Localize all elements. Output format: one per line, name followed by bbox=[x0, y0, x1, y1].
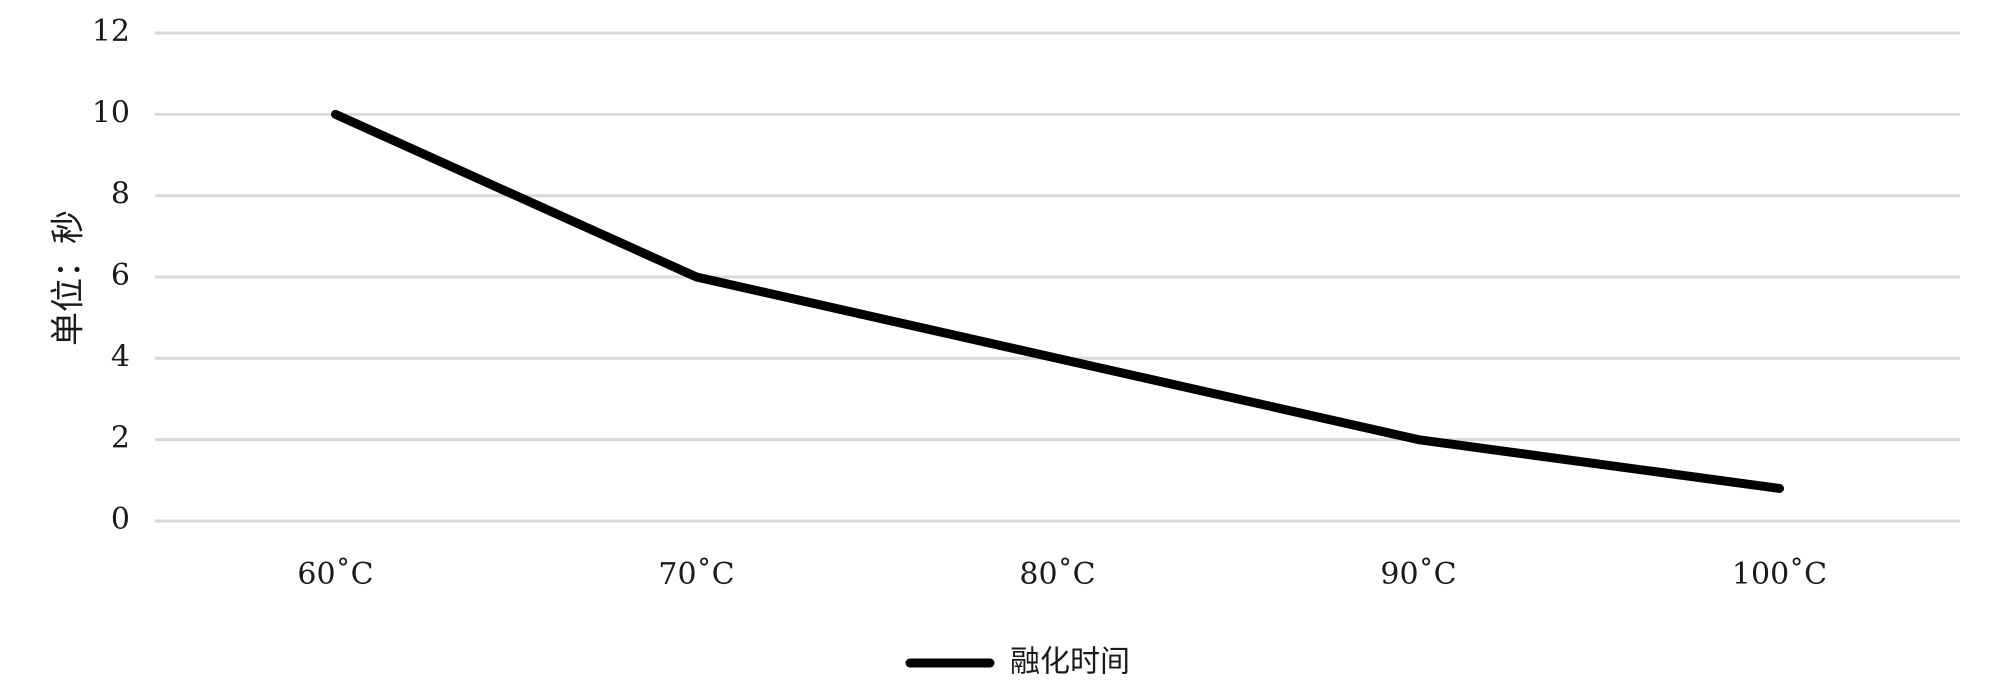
series-line-0 bbox=[331, 109, 1784, 493]
x-tick-label: 80˚C bbox=[1019, 557, 1095, 592]
y-tick-label: 2 bbox=[111, 421, 130, 456]
x-tick-label: 90˚C bbox=[1380, 557, 1456, 592]
y-tick-label: 8 bbox=[111, 177, 130, 212]
x-tick-label: 70˚C bbox=[658, 557, 734, 592]
gridlines bbox=[155, 31, 1960, 523]
y-tick-label: 12 bbox=[92, 14, 130, 49]
y-axis-title: 单位：秒 bbox=[49, 210, 89, 346]
x-tick-label: 100˚C bbox=[1732, 557, 1827, 592]
y-tick-label: 10 bbox=[92, 95, 130, 130]
legend: 融化时间 bbox=[905, 645, 1130, 680]
y-axis-tick-labels: 0 2 4 6 8 10 12 bbox=[92, 14, 130, 537]
x-axis-tick-labels: 60˚C 70˚C 80˚C 90˚C 100˚C bbox=[297, 557, 1827, 592]
y-tick-label: 4 bbox=[111, 339, 130, 374]
x-tick-label: 60˚C bbox=[297, 557, 373, 592]
legend-label: 融化时间 bbox=[1010, 645, 1130, 680]
y-tick-label: 0 bbox=[111, 502, 130, 537]
series-lines bbox=[331, 109, 1784, 493]
y-tick-label: 6 bbox=[111, 258, 130, 293]
